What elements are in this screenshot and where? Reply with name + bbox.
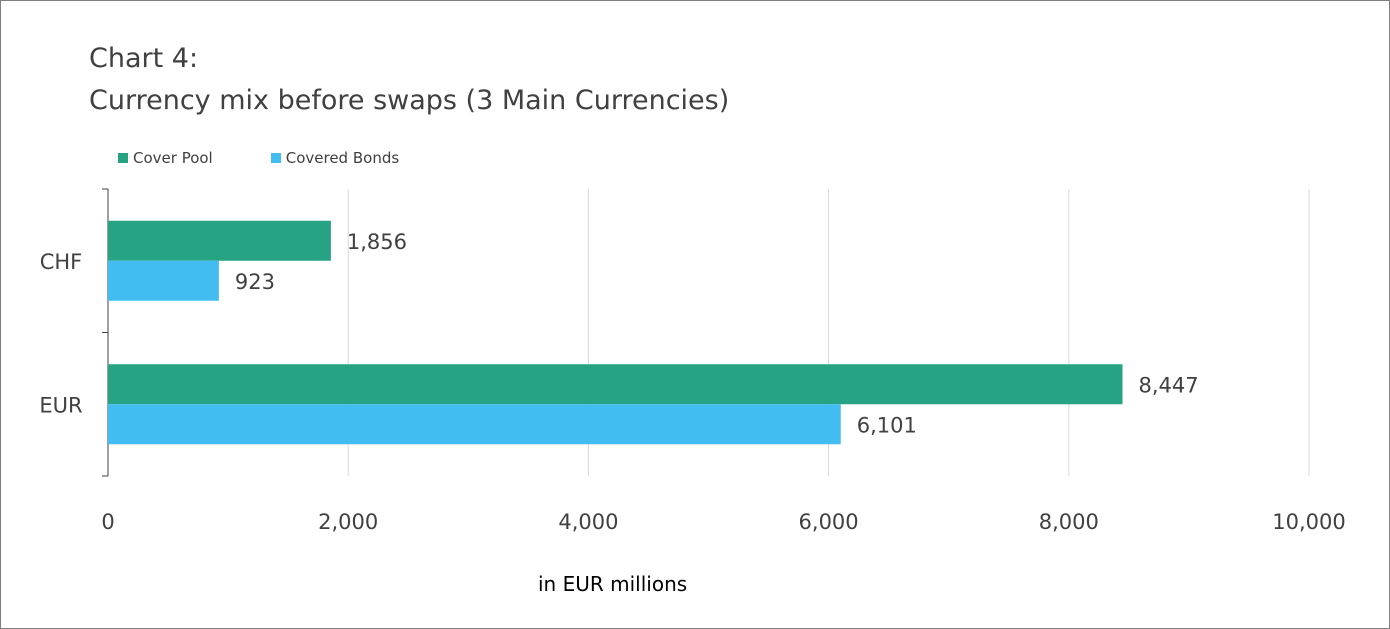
bar-chf-covered-bonds xyxy=(108,260,219,301)
x-axis-label: in EUR millions xyxy=(538,572,688,596)
x-tick-label-6000: 6,000 xyxy=(799,510,859,534)
x-tick-label-8000: 8,000 xyxy=(1039,510,1099,534)
data-label-chf-covered-bonds: 923 xyxy=(235,270,275,294)
chart-title-line1: Chart 4: xyxy=(89,43,199,74)
legend-swatch-covered-bonds xyxy=(270,153,281,163)
x-tick-label-4000: 4,000 xyxy=(558,510,618,534)
legend: Cover Pool Covered Bonds xyxy=(118,149,457,167)
data-label-chf-cover-pool: 1,856 xyxy=(347,230,407,254)
legend-label-covered-bonds: Covered Bonds xyxy=(285,149,400,167)
x-tick-label-0: 0 xyxy=(101,510,114,534)
data-label-eur-covered-bonds: 6,101 xyxy=(857,413,917,437)
legend-item-cover-pool: Cover Pool xyxy=(118,149,213,167)
x-tick-label-2000: 2,000 xyxy=(318,510,378,534)
bar-chf-cover-pool xyxy=(108,220,331,261)
bar-eur-cover-pool xyxy=(108,364,1123,405)
legend-label-cover-pool: Cover Pool xyxy=(133,149,213,167)
x-tick-label-10000: 10,000 xyxy=(1272,510,1345,534)
chart-title-line2: Currency mix before swaps (3 Main Curren… xyxy=(89,85,730,116)
category-label-eur: EUR xyxy=(39,393,82,417)
data-label-eur-cover-pool: 8,447 xyxy=(1138,373,1198,397)
bar-eur-covered-bonds xyxy=(108,404,841,445)
legend-swatch-cover-pool xyxy=(118,153,128,163)
legend-item-covered-bonds: Covered Bonds xyxy=(270,149,400,167)
category-label-chf: CHF xyxy=(40,250,83,274)
